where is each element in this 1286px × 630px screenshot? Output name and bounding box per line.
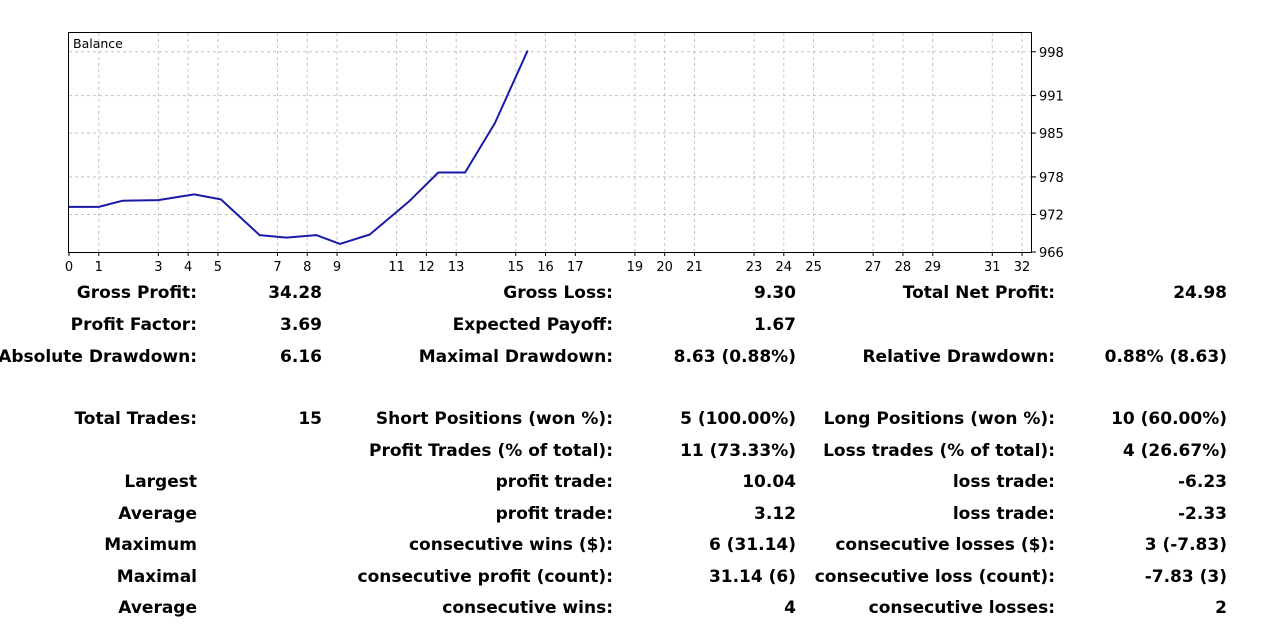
y-axis: 966 972 978 985 991 998: [1031, 46, 1064, 261]
stat-label: consecutive wins ($):: [408, 535, 613, 555]
stat-value: -7.83 (3): [1144, 567, 1227, 587]
x-tick-label: 17: [567, 260, 584, 275]
stat-value: 24.98: [1173, 283, 1227, 303]
stat-label: Absolute Drawdown:: [0, 347, 197, 367]
stat-value: 4: [784, 598, 796, 618]
x-tick-label: 8: [303, 260, 311, 275]
stat-value: -6.23: [1178, 472, 1227, 492]
stat-label: Gross Loss:: [503, 283, 613, 303]
x-tick-label: 24: [776, 260, 793, 275]
y-tick-label: 998: [1039, 46, 1064, 61]
stat-label: Average: [118, 598, 197, 618]
stat-label: Relative Drawdown:: [862, 347, 1055, 367]
stat-value: 2: [1215, 598, 1227, 618]
x-tick-label: 16: [537, 260, 554, 275]
stat-value: 3 (-7.83): [1144, 535, 1227, 555]
chart-grid: [69, 33, 1031, 252]
stat-label: consecutive losses:: [868, 598, 1055, 618]
y-tick-label: 966: [1039, 246, 1064, 261]
x-tick-label: 13: [448, 260, 465, 275]
x-tick-label: 9: [333, 260, 341, 275]
stat-label: Maximal Drawdown:: [418, 347, 613, 367]
x-tick-label: 23: [746, 260, 763, 275]
stat-label: Maximal: [116, 567, 197, 587]
x-tick-label: 12: [418, 260, 435, 275]
stat-label: Average: [118, 504, 197, 524]
stat-value: 10.04: [742, 472, 796, 492]
stat-label: consecutive loss (count):: [814, 567, 1055, 587]
x-tick-label: 25: [805, 260, 822, 275]
stat-value: 4 (26.67%): [1122, 441, 1227, 461]
x-tick-label: 5: [214, 260, 222, 275]
x-tick-label: 0: [65, 260, 73, 275]
x-tick-label: 27: [865, 260, 882, 275]
x-tick-label: 11: [388, 260, 405, 275]
x-tick-label: 28: [895, 260, 912, 275]
stat-label: Profit Factor:: [70, 315, 197, 335]
stat-label: Maximum: [104, 535, 197, 555]
stat-value: 9.30: [754, 283, 796, 303]
stat-label: consecutive profit (count):: [357, 567, 613, 587]
stat-value: 3.69: [280, 315, 322, 335]
y-tick-label: 985: [1039, 127, 1064, 142]
chart-title: Balance: [73, 36, 123, 51]
stat-value: 6 (31.14): [708, 535, 796, 555]
stat-value: 8.63 (0.88%): [673, 347, 796, 367]
stat-label: Profit Trades (% of total):: [368, 441, 613, 461]
x-tick-label: 21: [686, 260, 703, 275]
x-tick-label: 32: [1014, 260, 1031, 275]
stat-value: 34.28: [268, 283, 322, 303]
stat-label: Largest: [124, 472, 197, 492]
stat-label: Loss trades (% of total):: [823, 441, 1055, 461]
x-tick-label: 15: [507, 260, 524, 275]
stat-value: 15: [298, 409, 322, 429]
stat-label: loss trade:: [952, 504, 1055, 524]
stat-label: Total Trades:: [74, 409, 197, 429]
series-layer: [69, 50, 529, 245]
y-tick-label: 991: [1039, 90, 1064, 105]
stat-label: profit trade:: [495, 472, 613, 492]
y-tick-label: 978: [1039, 171, 1064, 186]
stat-label: consecutive wins:: [442, 598, 613, 618]
x-axis: 0 1 3 4 5 7 8 9 11 12 13 15 16 17 19 20 21 23 24 25 27 28 29 31…: [65, 252, 1030, 275]
x-tick-label: 31: [984, 260, 1001, 275]
stat-label: Long Positions (won %):: [823, 409, 1055, 429]
y-tick-label: 972: [1039, 208, 1064, 223]
x-tick-label: 20: [656, 260, 673, 275]
stat-label: Total Net Profit:: [902, 283, 1055, 303]
stat-value: 1.67: [754, 315, 796, 335]
x-tick-label: 7: [273, 260, 281, 275]
stat-value: 5 (100.00%): [680, 409, 796, 429]
x-tick-label: 4: [184, 260, 192, 275]
x-tick-label: 1: [95, 260, 103, 275]
stat-label: Expected Payoff:: [452, 315, 613, 335]
x-tick-label: 29: [924, 260, 941, 275]
stat-label: consecutive losses ($):: [835, 535, 1055, 555]
stat-label: Gross Profit:: [76, 283, 197, 303]
x-tick-label: 19: [627, 260, 644, 275]
plot-frame: [68, 32, 1032, 253]
stat-label: loss trade:: [952, 472, 1055, 492]
stat-value: 31.14 (6): [708, 567, 796, 587]
stat-value: 3.12: [754, 504, 796, 524]
stat-value: -2.33: [1178, 504, 1227, 524]
stat-value: 6.16: [280, 347, 322, 367]
balance-line: [69, 50, 529, 245]
stat-value: 0.88% (8.63): [1104, 347, 1227, 367]
x-tick-label: 3: [154, 260, 162, 275]
stat-label: profit trade:: [495, 504, 613, 524]
stat-label: Short Positions (won %):: [375, 409, 613, 429]
stat-value: 10 (60.00%): [1111, 409, 1227, 429]
stat-value: 11 (73.33%): [680, 441, 796, 461]
